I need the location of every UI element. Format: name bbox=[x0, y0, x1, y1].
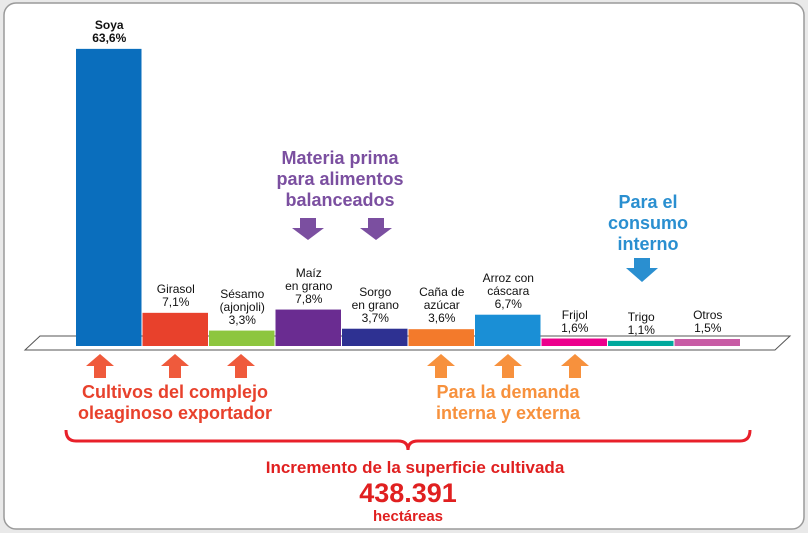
value-label: 3,7% bbox=[361, 310, 389, 325]
bar-label: Frijol 1,6% bbox=[533, 307, 617, 335]
category-label: Trigo bbox=[627, 309, 655, 324]
blue-arrow bbox=[626, 258, 658, 282]
category-label: Caña de azúcar bbox=[419, 285, 465, 313]
annotation: Materia prima para alimentos balanceados bbox=[276, 148, 404, 210]
bar bbox=[142, 312, 208, 346]
frame bbox=[3, 2, 805, 530]
annotation: Cultivos del complejo oleaginoso exporta… bbox=[77, 382, 273, 423]
category-label: Soya bbox=[94, 17, 124, 32]
annotation: Para el consumo interno bbox=[607, 192, 689, 254]
bracket bbox=[64, 429, 752, 451]
category-label: Sésamo (ajonjoli) bbox=[219, 286, 265, 314]
bar-label: Sorgo en grano 3,7% bbox=[333, 284, 417, 325]
category-label: Otros bbox=[693, 308, 723, 322]
bar-label: Soya 63,6% bbox=[67, 17, 151, 45]
value-label: 1,6% bbox=[561, 320, 589, 335]
category-label: Sorgo en grano bbox=[351, 284, 399, 312]
value-label: 3,6% bbox=[428, 311, 456, 326]
bar bbox=[408, 329, 474, 346]
bar bbox=[475, 314, 541, 346]
category-label: Frijol bbox=[561, 307, 588, 322]
red-arrows bbox=[86, 354, 255, 378]
value-label: 1,5% bbox=[694, 321, 722, 335]
footer-unit: hectáreas bbox=[372, 508, 444, 525]
bar-label: Maíz en grano 7,8% bbox=[267, 265, 351, 306]
footer-value: 438.391 bbox=[359, 478, 457, 508]
bar bbox=[76, 48, 142, 347]
category-label: Arroz con cáscara bbox=[482, 270, 534, 298]
value-label: 7,8% bbox=[295, 291, 323, 306]
bar bbox=[342, 328, 408, 346]
value-label: 63,6% bbox=[92, 30, 127, 45]
value-label: 1,1% bbox=[627, 322, 655, 337]
bar bbox=[541, 338, 607, 346]
annotation: Para la demanda interna y externa bbox=[435, 382, 581, 423]
bar bbox=[275, 309, 341, 346]
bar-label: Sésamo (ajonjoli) 3,3% bbox=[200, 286, 284, 327]
bar-label: Otros 1,5% bbox=[666, 309, 750, 335]
bar-label: Trigo 1,1% bbox=[599, 309, 683, 337]
bar-label: Girasol 7,1% bbox=[134, 281, 218, 309]
bar bbox=[674, 338, 740, 346]
value-label: 3,3% bbox=[228, 312, 256, 327]
footer-title: Incremento de la superficie cultivada bbox=[265, 458, 565, 477]
value-label: 6,7% bbox=[494, 296, 522, 311]
category-label: Girasol bbox=[156, 281, 195, 296]
bar bbox=[209, 330, 275, 346]
bar-label: Arroz con cáscara 6,7% bbox=[466, 270, 550, 311]
category-label: Maíz en grano bbox=[285, 265, 333, 293]
bar bbox=[608, 340, 674, 346]
bar-label: Caña de azúcar 3,6% bbox=[400, 286, 484, 325]
orange-arrows bbox=[427, 354, 589, 378]
value-label: 7,1% bbox=[162, 294, 190, 309]
purple-arrows bbox=[292, 218, 392, 240]
